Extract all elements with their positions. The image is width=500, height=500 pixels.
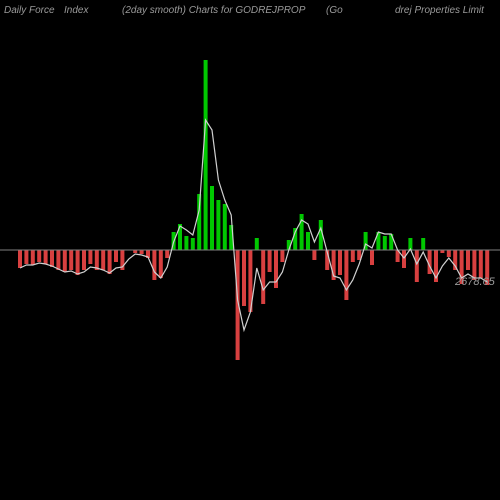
- title-left-2: Index: [64, 5, 88, 16]
- title-right-1: (Go: [326, 5, 343, 16]
- price-label: 2678.65: [455, 276, 495, 288]
- force-index-chart: [0, 20, 500, 500]
- chart-header: Daily Force Index (2day smooth) Charts f…: [0, 0, 500, 20]
- title-right-2: drej Properties Limit: [395, 5, 484, 16]
- title-left-1: Daily Force: [4, 5, 55, 16]
- title-mid: (2day smooth) Charts for GODREJPROP: [122, 5, 305, 16]
- chart-container: Daily Force Index (2day smooth) Charts f…: [0, 0, 500, 500]
